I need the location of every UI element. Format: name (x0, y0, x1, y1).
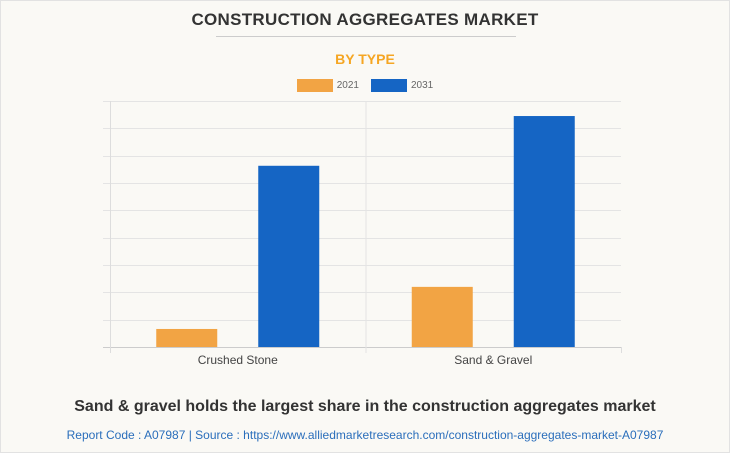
headline: Sand & gravel holds the largest share in… (74, 398, 656, 415)
x-tick-label: Crushed Stone (198, 353, 278, 367)
bar-2031-crushed-stone (258, 165, 320, 347)
bar-2021-crushed-stone (156, 328, 218, 347)
legend-item-2021[interactable]: 2021 (296, 79, 359, 92)
legend-label-2021: 2021 (336, 80, 359, 91)
chart-subtitle: BY TYPE (335, 51, 395, 67)
legend-swatch-2031 (371, 79, 407, 92)
legend-label-2031: 2031 (411, 80, 434, 91)
source-line[interactable]: Report Code : A07987 | Source : https://… (66, 428, 664, 442)
legend-item-2031[interactable]: 2031 (371, 79, 433, 92)
legend: 2021 2031 (0, 79, 730, 92)
bar-2031-sand-gravel (513, 116, 575, 348)
legend-swatch-2021 (296, 79, 333, 92)
chart-title: CONSTRUCTION AGGREGATES MARKET (191, 10, 539, 29)
title-divider (216, 36, 516, 37)
x-tick-label: Sand & Gravel (454, 353, 532, 367)
bar-2021-sand-gravel (411, 286, 473, 347)
